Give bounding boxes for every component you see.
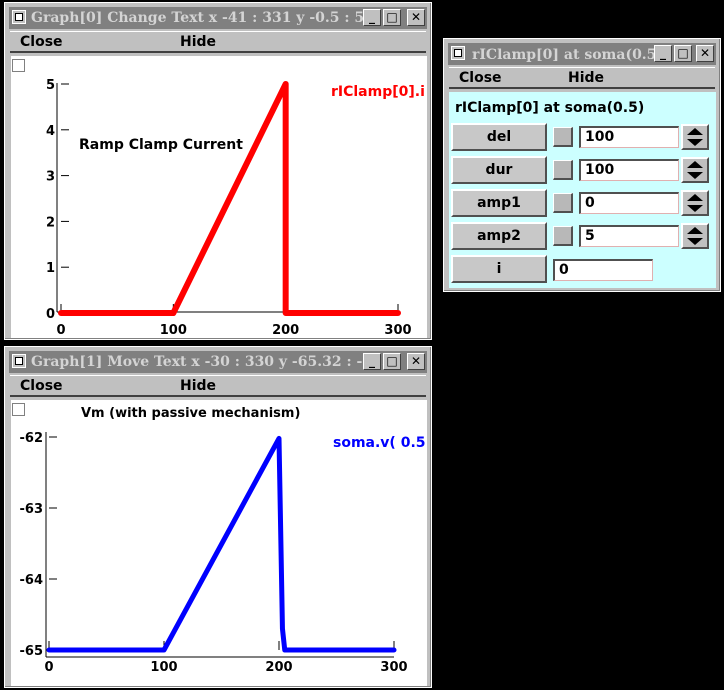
graph0-series-line [58, 81, 401, 316]
x-tick-label: 0 [56, 323, 65, 338]
amp1-button[interactable]: amp1 [451, 189, 547, 217]
graph1-label: Vm (with passive mechanism) [81, 406, 300, 421]
x-tick-label: 100 [160, 323, 187, 338]
minimize-icon[interactable]: _ [363, 353, 381, 370]
x-tick-label: 0 [44, 660, 53, 675]
graph1-legend: soma.v( 0.5 ) [333, 435, 427, 451]
clamp-panel: rIClamp[0] at soma(0.5) del 100 dur 100 … [449, 92, 716, 288]
window-menu-icon[interactable] [12, 354, 26, 368]
close-icon[interactable]: ✕ [407, 9, 425, 26]
window-menu-icon[interactable] [451, 46, 465, 60]
dur-default-button[interactable] [553, 160, 573, 180]
x-tick-label: 300 [384, 323, 411, 338]
hide-menu-item[interactable]: Hide [568, 70, 605, 86]
maximize-icon[interactable]: □ [674, 45, 692, 62]
graph1-series-line [46, 435, 397, 653]
window-menu-icon[interactable] [12, 10, 26, 24]
x-tick-label: 200 [265, 660, 292, 675]
minimize-icon[interactable]: _ [363, 9, 381, 26]
y-tick-label: 5 [46, 78, 55, 93]
del-spinner-icon[interactable] [681, 124, 709, 150]
graph0-label: Ramp Clamp Current [79, 137, 243, 153]
graph1-plot: Vm (with passive mechanism) soma.v( 0.5 … [20, 406, 428, 675]
x-tick-label: 300 [380, 660, 407, 675]
param-row-i: i 0 [449, 254, 716, 284]
hide-menu-item[interactable]: Hide [180, 34, 217, 50]
param-row-del: del 100 [449, 122, 716, 152]
graph1-menubar: Close Hide [10, 375, 426, 397]
dur-spinner-icon[interactable] [681, 157, 709, 183]
y-tick-label: -63 [20, 502, 44, 517]
panel-heading: rIClamp[0] at soma(0.5) [455, 100, 645, 116]
graph1-checkbox[interactable] [12, 403, 25, 416]
minimize-icon[interactable]: _ [654, 45, 672, 62]
y-tick-label: 1 [46, 261, 55, 276]
close-menu-item[interactable]: Close [20, 34, 63, 50]
param-row-amp1: amp1 0 [449, 188, 716, 218]
graph0-window: Graph[0] Change Text x -41 : 331 y -0.5 … [4, 2, 432, 340]
clamp-window: rIClamp[0] at soma(0.5) _ □ ✕ Close Hide… [443, 38, 721, 292]
graph0-legend: rIClamp[0].i [331, 84, 425, 100]
clamp-titlebar[interactable]: rIClamp[0] at soma(0.5) _ □ ✕ [448, 43, 716, 65]
close-menu-item[interactable]: Close [20, 378, 63, 394]
y-tick-label: 3 [46, 170, 55, 185]
i-field: 0 [553, 259, 653, 281]
maximize-icon[interactable]: □ [383, 353, 401, 370]
hide-menu-item[interactable]: Hide [180, 378, 217, 394]
x-tick-label: 200 [272, 323, 299, 338]
graph0-title: Graph[0] Change Text x -41 : 331 y -0.5 … [31, 10, 379, 26]
amp2-default-button[interactable] [553, 226, 573, 246]
amp2-field[interactable]: 5 [579, 225, 679, 247]
graph1-canvas[interactable]: Vm (with passive mechanism) soma.v( 0.5 … [11, 400, 427, 686]
clamp-title: rIClamp[0] at soma(0.5) [472, 47, 664, 63]
close-icon[interactable]: ✕ [696, 45, 714, 62]
amp1-field[interactable]: 0 [579, 192, 679, 214]
amp2-spinner-icon[interactable] [681, 223, 709, 249]
y-tick-label: -64 [20, 573, 44, 588]
graph0-titlebar[interactable]: Graph[0] Change Text x -41 : 331 y -0.5 … [9, 7, 427, 29]
x-tick-label: 100 [150, 660, 177, 675]
graph1-axes [45, 432, 394, 658]
close-menu-item[interactable]: Close [459, 70, 502, 86]
graph0-canvas[interactable]: Ramp Clamp Current rIClamp[0].i 0 100 200 3… [11, 56, 427, 338]
y-tick-label: -65 [20, 644, 44, 659]
clamp-menubar: Close Hide [449, 67, 715, 89]
dur-field[interactable]: 100 [579, 159, 679, 181]
amp1-default-button[interactable] [553, 193, 573, 213]
graph0-axes [56, 83, 394, 313]
param-row-amp2: amp2 5 [449, 221, 716, 251]
close-icon[interactable]: ✕ [407, 353, 425, 370]
maximize-icon[interactable]: □ [383, 9, 401, 26]
del-default-button[interactable] [553, 127, 573, 147]
y-tick-label: 4 [46, 124, 55, 139]
graph1-ticks: 0 100 200 300 -62 -63 -64 -65 [20, 431, 408, 675]
graph0-plot: Ramp Clamp Current rIClamp[0].i 0 100 200 3… [46, 78, 425, 338]
y-tick-label: 2 [46, 215, 55, 230]
amp2-button[interactable]: amp2 [451, 222, 547, 250]
del-button[interactable]: del [451, 123, 547, 151]
del-field[interactable]: 100 [579, 126, 679, 148]
graph1-window: Graph[1] Move Text x -30 : 330 y -65.32 … [4, 346, 432, 688]
dur-button[interactable]: dur [451, 156, 547, 184]
graph1-titlebar[interactable]: Graph[1] Move Text x -30 : 330 y -65.32 … [9, 351, 427, 373]
y-tick-label: -62 [20, 431, 44, 446]
param-row-dur: dur 100 [449, 155, 716, 185]
graph1-title: Graph[1] Move Text x -30 : 330 y -65.32 … [31, 354, 387, 370]
graph0-checkbox[interactable] [12, 59, 25, 72]
graph0-ticks: 0 100 200 300 0 1 2 3 4 5 [46, 78, 412, 338]
i-button[interactable]: i [451, 255, 547, 283]
amp1-spinner-icon[interactable] [681, 190, 709, 216]
y-tick-label: 0 [46, 307, 55, 322]
graph0-menubar: Close Hide [10, 31, 426, 53]
